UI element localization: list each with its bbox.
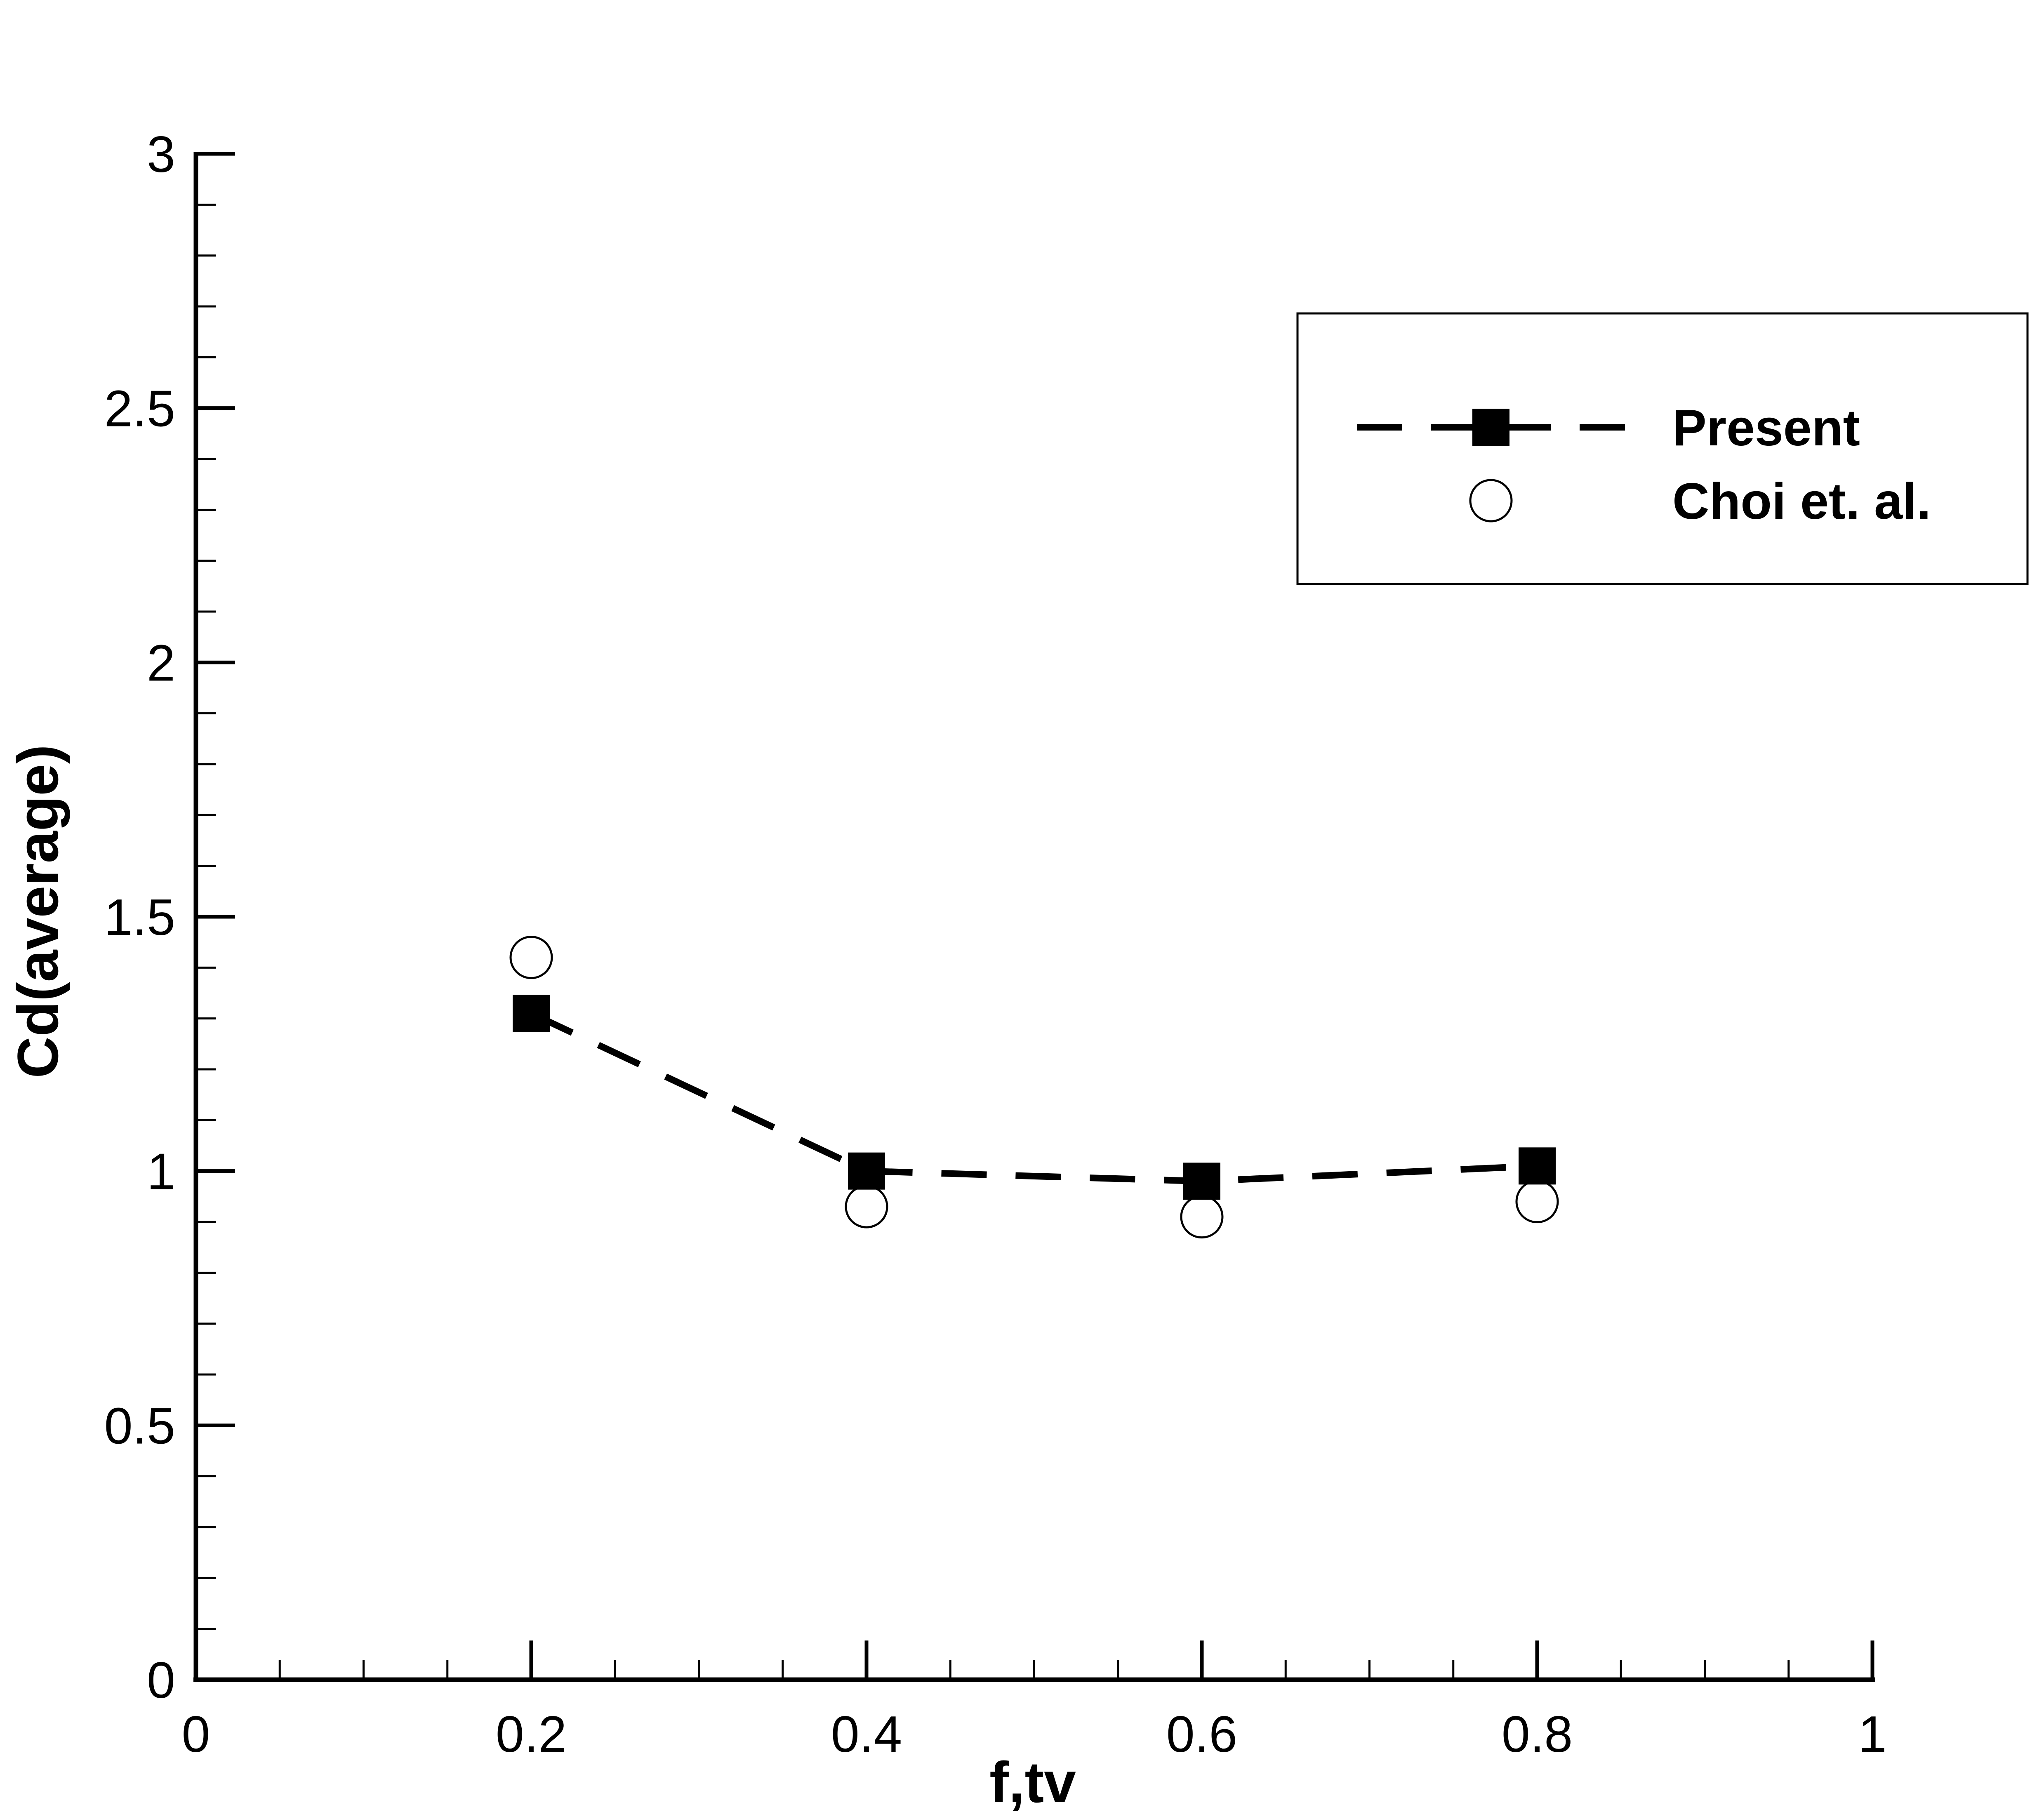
legend-box xyxy=(1296,312,2029,585)
x-tick-label: 0.4 xyxy=(831,1706,902,1763)
series-present-point xyxy=(1183,1163,1220,1200)
y-axis-title: Cd(average) xyxy=(5,744,70,1078)
y-tick-label: 2 xyxy=(147,635,175,692)
x-axis-title: f,tv xyxy=(989,1750,1076,1815)
y-tick-label: 3 xyxy=(147,126,175,183)
series-present-point xyxy=(513,995,550,1032)
data-series xyxy=(509,936,1559,1239)
x-tick-label: 0.8 xyxy=(1502,1706,1573,1763)
legend-choi-marker xyxy=(1469,479,1513,523)
x-tick-label: 0.2 xyxy=(496,1706,567,1763)
x-tick-label: 1 xyxy=(1858,1706,1887,1763)
legend-present-marker xyxy=(1472,409,1509,446)
y-tick-label: 1.5 xyxy=(104,889,175,946)
legend: Present Choi et. al. xyxy=(1296,312,2029,585)
y-tick-label: 1 xyxy=(147,1144,175,1200)
axis-ticks xyxy=(194,152,1874,1682)
legend-choi-label: Choi et. al. xyxy=(1672,473,1931,530)
tick-labels: 0 0.2 0.4 0.6 0.8 1 0 0.5 1 1.5 2 2.5 3 xyxy=(104,126,1887,1763)
series-choi-point xyxy=(509,936,553,979)
x-tick-label: 0.6 xyxy=(1166,1706,1237,1763)
y-tick-label: 2.5 xyxy=(104,381,175,438)
legend-present-label: Present xyxy=(1672,400,1860,457)
series-choi-point xyxy=(1180,1195,1224,1239)
series-present-point xyxy=(848,1152,885,1190)
x-tick-label: 0 xyxy=(182,1706,210,1763)
series-present-point xyxy=(1519,1147,1556,1185)
y-tick-label: 0.5 xyxy=(104,1398,175,1455)
y-tick-label: 0 xyxy=(147,1652,175,1709)
series-present-line xyxy=(530,1010,1538,1185)
series-choi-point xyxy=(1515,1180,1559,1224)
series-choi-point xyxy=(845,1185,888,1229)
